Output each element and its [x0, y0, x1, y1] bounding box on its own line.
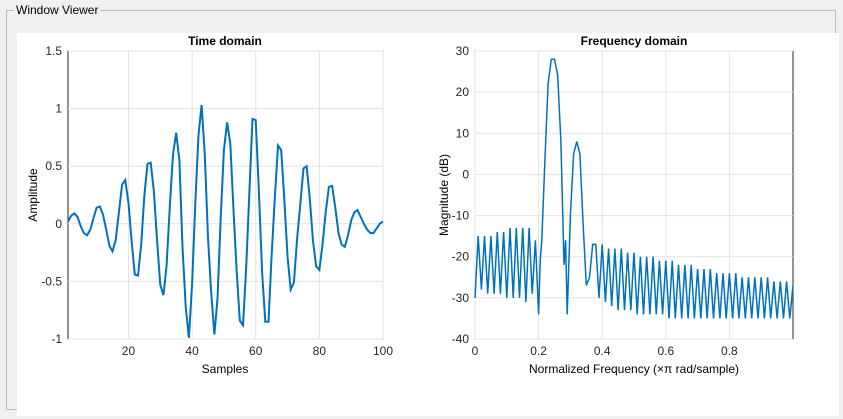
y-tick-label: 20	[456, 85, 470, 99]
frequency-series-line	[474, 58, 794, 319]
time-series-line	[67, 104, 384, 338]
y-tick-label: 10	[456, 126, 470, 140]
time-xlabel: Samples	[202, 362, 249, 376]
time-axes-box	[67, 50, 384, 340]
y-tick-label: 0	[462, 167, 469, 181]
time-y-ticks: -1 -0.5 0 0.5 1 1.5	[41, 44, 62, 346]
y-tick-label: -1	[51, 332, 62, 346]
y-tick-label: 0.5	[45, 159, 62, 173]
freq-xlabel: Normalized Frequency (×π rad/sample)	[529, 362, 739, 376]
freq-ylabel: Magnitude (dB)	[437, 154, 451, 236]
y-tick-label: -20	[452, 250, 470, 264]
time-grid	[68, 50, 384, 340]
freq-y-ticks: -40 -30 -20 -10 0 10 20 30	[452, 44, 470, 346]
freq-axes-box	[474, 50, 794, 340]
freq-grid	[474, 50, 793, 340]
x-tick-label: 100	[373, 344, 393, 358]
freq-x-ticks: 0 0.2 0.4 0.6 0.8	[472, 344, 738, 358]
x-tick-label: 0.4	[594, 344, 611, 358]
x-tick-label: 0.8	[721, 344, 738, 358]
y-tick-label: 1	[55, 102, 62, 116]
y-tick-label: 30	[456, 44, 470, 58]
x-tick-label: 0.2	[530, 344, 547, 358]
y-tick-label: 0	[55, 217, 62, 231]
x-tick-label: 60	[249, 344, 263, 358]
freq-title: Frequency domain	[581, 34, 688, 48]
time-x-ticks: 20 40 60 80 100	[122, 344, 394, 358]
x-tick-label: 80	[313, 344, 327, 358]
time-title: Time domain	[188, 34, 262, 48]
x-tick-label: 0	[472, 344, 479, 358]
panel-title: Window Viewer	[14, 3, 101, 17]
x-tick-label: 20	[122, 344, 136, 358]
y-tick-label: -0.5	[41, 274, 62, 288]
x-tick-label: 40	[185, 344, 199, 358]
y-tick-label: 1.5	[45, 44, 62, 58]
time-ylabel: Amplitude	[26, 168, 40, 222]
y-tick-label: -30	[452, 291, 470, 305]
time-domain-chart[interactable]: 20 40 60 80 100 -1 -0.5 0 0.5 1 1.5 Time domain S…	[26, 34, 393, 376]
frequency-domain-chart[interactable]: 0 0.2 0.4 0.6 0.8 -40 -30 -20 -10 0 10 20 30 Freque…	[437, 34, 794, 376]
y-tick-label: -10	[452, 209, 470, 223]
x-tick-label: 0.6	[657, 344, 674, 358]
y-tick-label: -40	[452, 332, 470, 346]
